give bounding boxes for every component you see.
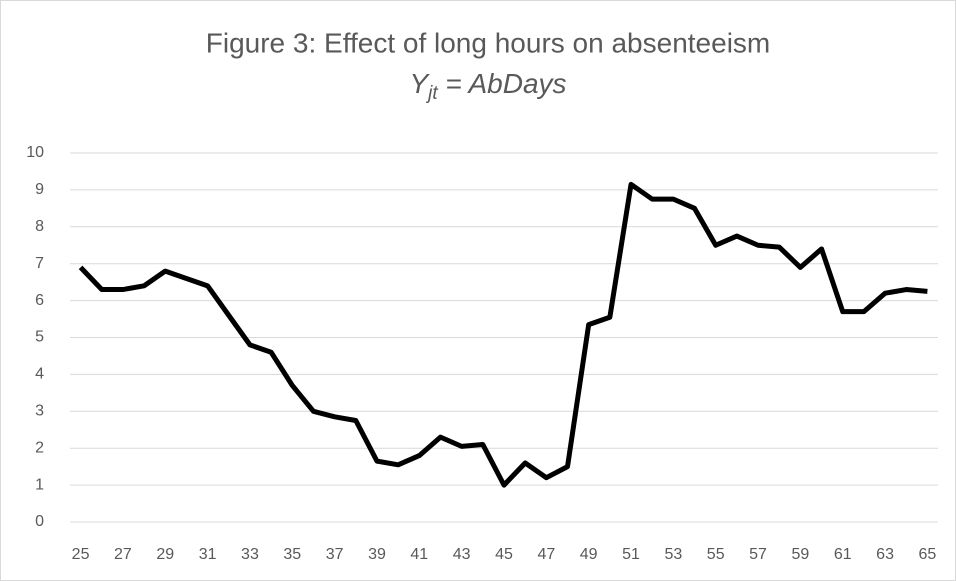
x-tick-label: 49	[580, 546, 598, 563]
y-tick-label: 6	[35, 292, 44, 309]
x-tick-label: 47	[537, 546, 555, 563]
x-tick-label: 25	[72, 546, 90, 563]
data-line	[78, 181, 928, 488]
x-tick-label: 45	[495, 546, 513, 563]
subtitle-base: Y	[409, 68, 430, 99]
y-tick-label: 1	[35, 476, 44, 493]
subtitle-rest: = AbDays	[438, 68, 567, 99]
x-tick-label: 59	[791, 546, 809, 563]
x-tick-label: 31	[199, 546, 217, 563]
y-tick-label: 0	[35, 513, 44, 530]
y-tick-label: 10	[26, 144, 44, 161]
y-tick-label: 7	[35, 255, 44, 272]
chart-title: Figure 3: Effect of long hours on absent…	[206, 27, 770, 58]
chart-subtitle: Yjt = AbDays	[409, 68, 566, 104]
x-tick-label: 37	[326, 546, 344, 563]
y-tick-label: 3	[35, 403, 44, 420]
x-tick-label: 63	[876, 546, 894, 563]
subtitle-subscript: jt	[425, 83, 438, 104]
x-tick-label: 35	[283, 546, 301, 563]
y-tick-label: 4	[35, 366, 44, 383]
x-tick-label: 55	[707, 546, 725, 563]
y-tick-label: 5	[35, 329, 44, 346]
x-tick-label: 29	[156, 546, 174, 563]
x-tick-label: 53	[664, 546, 682, 563]
x-tick-label: 33	[241, 546, 259, 563]
y-tick-label: 2	[35, 439, 44, 456]
y-tick-label: 9	[35, 181, 44, 198]
x-tick-label: 27	[114, 546, 132, 563]
x-tick-label: 43	[453, 546, 471, 563]
x-tick-label: 57	[749, 546, 767, 563]
y-tick-label: 8	[35, 218, 44, 235]
x-tick-label: 51	[622, 546, 640, 563]
x-tick-label: 65	[919, 546, 937, 563]
x-tick-label: 39	[368, 546, 386, 563]
x-tick-label: 61	[834, 546, 852, 563]
x-tick-label: 41	[410, 546, 428, 563]
